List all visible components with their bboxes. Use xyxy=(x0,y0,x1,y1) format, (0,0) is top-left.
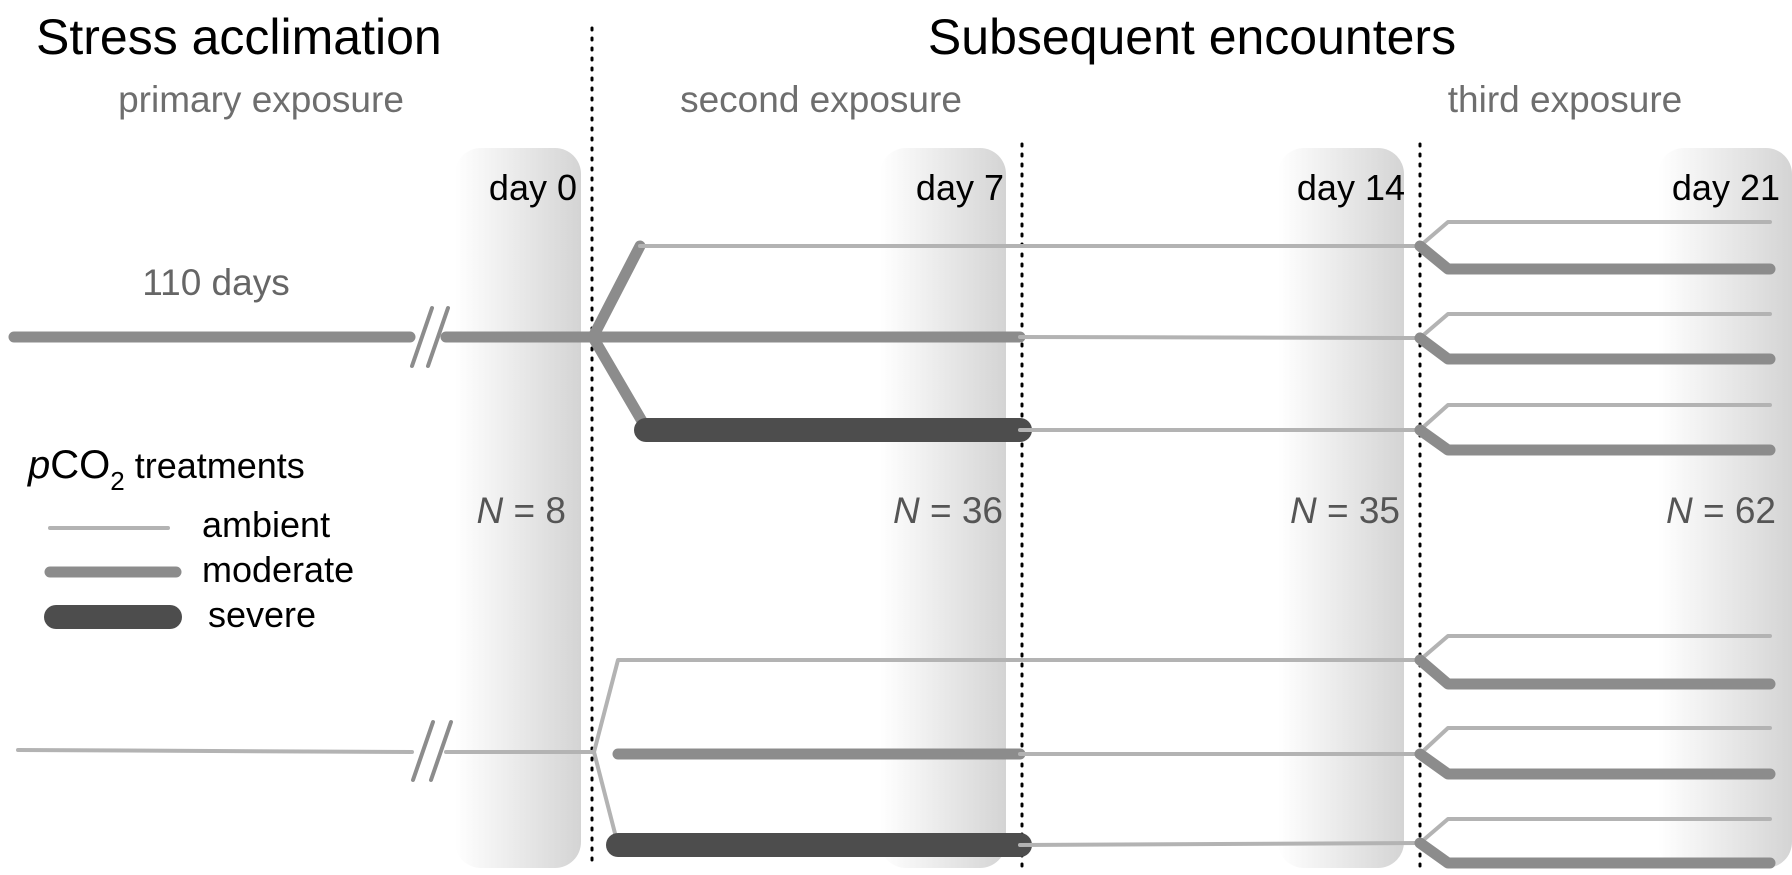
legend-title-main: CO xyxy=(50,443,110,487)
n-symbol: N xyxy=(1290,490,1317,531)
dotted-separators xyxy=(590,26,1422,870)
lower-severe-continue xyxy=(1018,841,1422,847)
fork-2-ambient xyxy=(1418,312,1772,340)
sample-size-day-7: N = 36 xyxy=(893,490,1003,531)
subheading-second-exposure: second exposure xyxy=(680,79,962,120)
n-symbol: N xyxy=(1666,490,1693,531)
break-upper-b xyxy=(426,306,450,368)
legend-title-italic: p xyxy=(27,443,50,487)
n-symbol: N xyxy=(477,490,504,531)
n-value: = 35 xyxy=(1327,490,1400,531)
fork-3-ambient xyxy=(1418,403,1772,432)
day-label-0: day 0 xyxy=(489,167,577,208)
band-day-0 xyxy=(455,148,581,868)
ambient-branch-down xyxy=(592,750,620,847)
subheading-primary-exposure: primary exposure xyxy=(118,79,404,120)
upper-moderate-continue xyxy=(1018,335,1422,340)
ambient-acclimation-line-a xyxy=(16,748,414,754)
duration-label: 110 days xyxy=(142,262,289,303)
axis-break-marks xyxy=(410,306,453,782)
day-bands xyxy=(455,148,1792,868)
moderate-branch-to-severe xyxy=(588,333,652,434)
fork-6-ambient xyxy=(1418,817,1772,845)
moderate-branch-to-ambient xyxy=(588,240,646,341)
legend-label-ambient: ambient xyxy=(202,504,330,545)
fork-1-moderate xyxy=(1414,240,1776,275)
fork-5-moderate xyxy=(1414,748,1776,780)
legend: pCO2 treatments ambient moderate severe xyxy=(27,443,354,635)
fork-6-moderate xyxy=(1414,837,1776,869)
ambient-branch-up xyxy=(592,658,1422,754)
fork-4-moderate xyxy=(1414,654,1776,690)
band-day-14 xyxy=(1278,148,1404,868)
break-lower-a xyxy=(411,720,435,782)
day-label-21: day 21 xyxy=(1672,167,1780,208)
day-label-7: day 7 xyxy=(916,167,1004,208)
legend-label-moderate: moderate xyxy=(202,549,354,590)
fork-3-moderate xyxy=(1414,424,1776,456)
sample-size-day-21: N = 62 xyxy=(1666,490,1776,531)
break-lower-b xyxy=(429,720,453,782)
sample-size-day-14: N = 35 xyxy=(1290,490,1400,531)
n-value: = 36 xyxy=(930,490,1003,531)
subheading-third-exposure: third exposure xyxy=(1448,79,1682,120)
break-upper-a xyxy=(410,306,434,368)
legend-title-suffix: treatments xyxy=(135,445,305,486)
fork-5-ambient xyxy=(1418,726,1772,756)
legend-title-subscript: 2 xyxy=(110,466,124,496)
heading-stress-acclimation: Stress acclimation xyxy=(36,9,442,65)
legend-title: pCO2 treatments xyxy=(27,443,305,496)
third-exposure-forks xyxy=(1414,220,1776,869)
legend-label-severe: severe xyxy=(208,594,316,635)
heading-subsequent-encounters: Subsequent encounters xyxy=(928,9,1456,65)
band-day-7 xyxy=(880,148,1006,868)
fork-2-moderate xyxy=(1414,332,1776,365)
n-value: = 62 xyxy=(1703,490,1776,531)
fork-4-ambient xyxy=(1418,634,1772,662)
n-symbol: N xyxy=(893,490,920,531)
treatment-lines xyxy=(8,220,1776,869)
n-value: = 8 xyxy=(514,490,566,531)
fork-1-ambient xyxy=(1418,220,1772,248)
day-label-14: day 14 xyxy=(1297,167,1405,208)
sample-size-day-0: N = 8 xyxy=(477,490,566,531)
